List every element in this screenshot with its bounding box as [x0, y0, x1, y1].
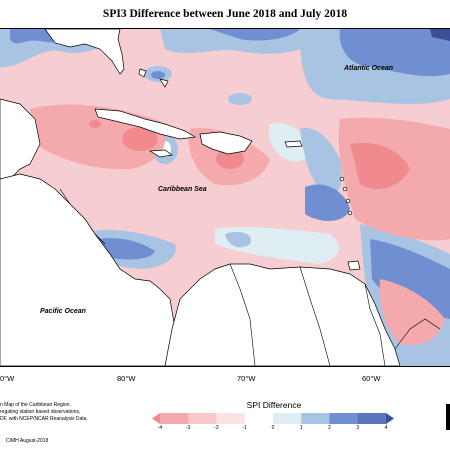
- legend-colorbar: [152, 413, 394, 424]
- longitude-label-70w: 70°W: [237, 374, 256, 383]
- atlantic-ocean-label: Atlantic Ocean: [344, 65, 394, 72]
- legend-title: SPI Difference: [246, 400, 302, 410]
- borders: [59, 188, 441, 366]
- legend-swatch: [301, 413, 330, 424]
- description-line-3: DF, with NCEP/NCAR Reanalysis Data.: [0, 416, 88, 422]
- legend-tick-label: -4: [157, 425, 163, 431]
- legend-swatch: [244, 413, 274, 424]
- legend-tick-label: -3: [186, 425, 191, 431]
- legend-tick-label: 2: [328, 425, 331, 431]
- description-line-2: regating station based observations,: [0, 409, 81, 415]
- land-masses: [0, 29, 401, 366]
- credit-text: CIMH August-2018: [6, 438, 49, 444]
- legend-swatch-max: [386, 413, 394, 424]
- legend-ticks: -4 -3 -2 -1 0 1 2 3 4: [158, 425, 388, 433]
- pacific-ocean-label: Pacific Ocean: [40, 308, 86, 315]
- legend-swatch-min: [152, 413, 160, 424]
- legend-tick-label: -2: [214, 425, 219, 431]
- legend-swatch: [188, 413, 217, 424]
- description-line-1: n Map of the Caribbean Region.: [0, 402, 71, 408]
- legend-tick-label: 3: [356, 425, 360, 431]
- caribbean-sea-label: Caribbean Sea: [158, 186, 207, 193]
- legend-tick-label: 0: [271, 425, 275, 431]
- legend-tick-label: -1: [242, 425, 247, 431]
- longitude-label-80w: 80°W: [117, 374, 136, 383]
- legend-swatch: [357, 413, 387, 424]
- negative-anomaly-areas: [30, 104, 450, 346]
- map-title: SPI3 Difference between June 2018 and Ju…: [102, 8, 348, 20]
- legend-swatch: [160, 413, 189, 424]
- longitude-label-90w: 0°W: [0, 374, 15, 383]
- legend-swatch: [273, 413, 302, 424]
- legend-tick-label: 4: [384, 425, 388, 431]
- legend-swatch: [329, 413, 359, 424]
- frame-edge: [446, 404, 450, 430]
- longitude-label-60w: 60°W: [362, 374, 381, 383]
- legend-swatch: [216, 413, 246, 424]
- legend-tick-label: 1: [299, 425, 303, 431]
- spi-map: Atlantic Ocean Caribbean Sea Pacific Oce…: [0, 28, 450, 367]
- map-canvas: [0, 29, 450, 366]
